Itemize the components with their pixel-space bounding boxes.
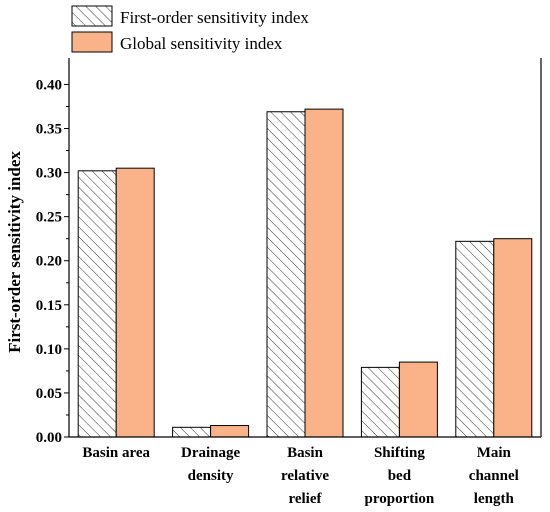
bar-series-2-cat-1 [115,167,155,438]
y-tick-label: 0.15 [36,298,62,314]
y-tick-label: 0.00 [36,430,62,446]
x-category-label: density [188,468,234,484]
plot-area: 0.00 0.05 0.10 0.15 0.20 0.25 0.30 0.35 0.40 Basi… [36,58,542,507]
legend-swatch-first-order [71,5,113,27]
y-tick-label: 0.40 [36,77,62,93]
x-category-label: channel [469,468,519,484]
bar-series-2-cat-2 [210,425,250,438]
x-category-label: Drainage [181,445,241,461]
x-category-label: Main [477,445,512,461]
x-category-label: proportion [365,491,435,507]
y-tick-label: 0.20 [36,254,62,270]
y-tick-label: 0.05 [36,386,62,402]
bar-series-2-cat-3 [304,108,344,438]
x-category-label: relief [288,491,322,507]
legend-label-first-order: First-order sensitivity index [120,8,309,27]
bar-series-1-cat-1 [77,170,117,438]
y-axis-label: First-order sensitivity index [5,151,24,353]
x-category-label: Basin [287,445,324,461]
bar-series-1-cat-2 [172,426,212,438]
y-tick-label: 0.25 [36,210,62,226]
y-tick-label: 0.30 [36,166,62,182]
legend-label-global: Global sensitivity index [120,34,283,53]
y-tick-label: 0.35 [36,122,62,138]
x-category-label: relative [281,468,329,484]
bar-series-2-cat-4 [398,361,438,438]
legend-swatch-global [71,31,113,53]
bar-series-1-cat-5 [455,240,495,438]
x-category-label: bed [388,468,412,484]
x-category-label: Basin area [82,445,150,461]
legend: First-order sensitivity index Global sen… [71,5,309,53]
x-category-label: Shifting [374,445,425,461]
y-tick-label: 0.10 [36,342,62,358]
x-category-label: length [474,491,515,507]
bar-series-1-cat-3 [266,111,306,438]
bar-series-1-cat-4 [360,366,400,438]
bar-series-2-cat-5 [493,238,533,438]
